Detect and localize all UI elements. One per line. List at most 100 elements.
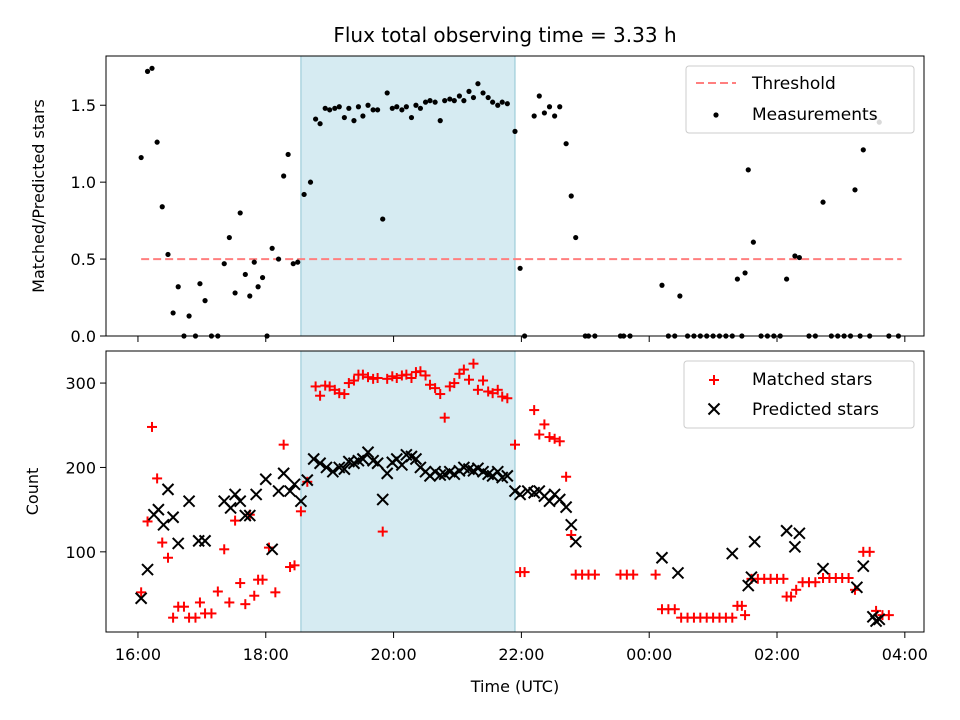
predicted-star-marker <box>380 467 394 480</box>
bottom-legend-box <box>683 360 915 429</box>
predicted-star-marker <box>294 494 308 508</box>
measurement-point <box>149 65 155 71</box>
measurement-point <box>138 154 144 161</box>
matched-star-marker <box>883 610 894 621</box>
measurement-point <box>355 104 362 110</box>
measurement-point <box>659 282 665 288</box>
matched-star-marker <box>740 610 751 621</box>
matched-star-marker <box>449 378 460 389</box>
matched-star-marker <box>736 600 747 611</box>
measurement-point <box>232 290 238 296</box>
predicted-star-marker <box>409 452 423 466</box>
matched-star-marker <box>315 390 326 401</box>
matched-star-marker <box>343 378 354 389</box>
y-tick-label: 1.5 <box>71 96 96 115</box>
predicted-star-marker <box>265 543 279 556</box>
measurement-point <box>389 105 395 111</box>
matched-star-marker <box>510 439 520 450</box>
measurement-point <box>531 113 537 119</box>
measurement-point <box>422 99 429 105</box>
measurement-point <box>259 274 266 281</box>
matched-star-marker <box>194 597 205 608</box>
matched-star-marker <box>472 384 483 395</box>
measurement-point <box>480 90 486 96</box>
measurement-point <box>499 99 505 105</box>
matched-star-marker <box>810 577 821 588</box>
top-y-ticks: 0.0 0.5 1.0 1.5 <box>71 96 106 346</box>
predicted-star-marker <box>228 488 242 501</box>
matched-star-marker <box>401 369 412 380</box>
bottom-x-ticks: 16:00 18:00 20:00 22:00 00:00 02:00 04:00 <box>115 632 928 664</box>
matched-star-marker <box>348 375 359 386</box>
predicted-star-marker <box>565 518 578 532</box>
predicted-star-marker <box>745 570 758 584</box>
measurement-point <box>677 293 683 299</box>
measurement-point <box>159 204 165 210</box>
matched-star-marker <box>497 391 508 402</box>
top-x-ticks <box>137 336 906 342</box>
measurement-point <box>332 105 338 111</box>
chart-title: Flux total observing time = 3.33 h <box>333 23 676 47</box>
measurement-point <box>346 105 352 111</box>
predicted-star-marker <box>501 469 514 483</box>
matched-star-marker <box>377 526 388 537</box>
y-tick-label: 0.5 <box>71 250 96 269</box>
matched-star-marker <box>544 432 555 443</box>
x-tick-label: 20:00 <box>371 645 417 664</box>
predicted-star-marker <box>569 535 582 548</box>
predicted-star-marker <box>249 488 263 501</box>
x-tick-label: 02:00 <box>754 645 800 664</box>
predicted-star-marker <box>239 509 252 522</box>
matched-star-marker <box>224 597 235 608</box>
measurement-point <box>745 167 751 173</box>
measurement-point <box>365 102 371 108</box>
legend-threshold-label: Threshold <box>751 74 836 94</box>
matched-star-marker <box>539 419 550 430</box>
matched-star-marker <box>589 569 600 580</box>
matched-star-marker <box>487 388 498 399</box>
predicted-star-marker <box>198 534 212 548</box>
predicted-star-marker <box>559 500 573 514</box>
matched-star-marker <box>519 567 530 578</box>
measurement-point <box>451 98 457 104</box>
matched-star-marker <box>235 578 246 589</box>
x-tick-label: 04:00 <box>882 645 928 664</box>
predicted-star-marker <box>816 562 830 575</box>
predicted-star-marker <box>869 614 883 628</box>
matched-star-marker <box>285 562 296 573</box>
matched-stars-points <box>136 358 894 623</box>
measurement-point <box>295 259 301 265</box>
measurement-point <box>796 254 802 261</box>
predicted-star-marker <box>243 509 256 522</box>
matched-star-marker <box>302 476 313 487</box>
predicted-star-marker <box>780 524 793 537</box>
measurement-point <box>447 96 453 102</box>
measurement-point <box>413 102 419 108</box>
predicted-star-marker <box>161 483 175 496</box>
measurement-point <box>485 94 491 101</box>
matched-star-marker <box>502 393 513 404</box>
predicted-star-marker <box>543 494 556 508</box>
measurement-point <box>792 253 798 259</box>
y-tick-label: 100 <box>65 543 96 562</box>
measurement-point <box>327 107 333 113</box>
measurement-point <box>221 261 227 267</box>
matched-star-marker <box>483 386 494 397</box>
measurement-point <box>742 270 748 276</box>
predicted-star-marker <box>338 462 351 476</box>
measurement-point <box>470 94 477 101</box>
predicted-star-marker <box>356 452 370 466</box>
matched-star-marker <box>357 369 368 380</box>
matched-star-marker <box>178 601 189 612</box>
measurement-point <box>512 128 518 134</box>
measurement-point <box>269 245 275 251</box>
measurement-point <box>242 271 248 278</box>
matched-star-marker <box>843 572 854 583</box>
matched-star-marker <box>363 372 374 383</box>
predicted-star-marker <box>283 484 297 498</box>
predicted-star-marker <box>272 484 285 498</box>
predicted-star-marker <box>742 579 755 592</box>
measurement-point <box>541 110 547 116</box>
predicted-star-marker <box>361 446 375 459</box>
matched-star-marker <box>439 412 450 423</box>
